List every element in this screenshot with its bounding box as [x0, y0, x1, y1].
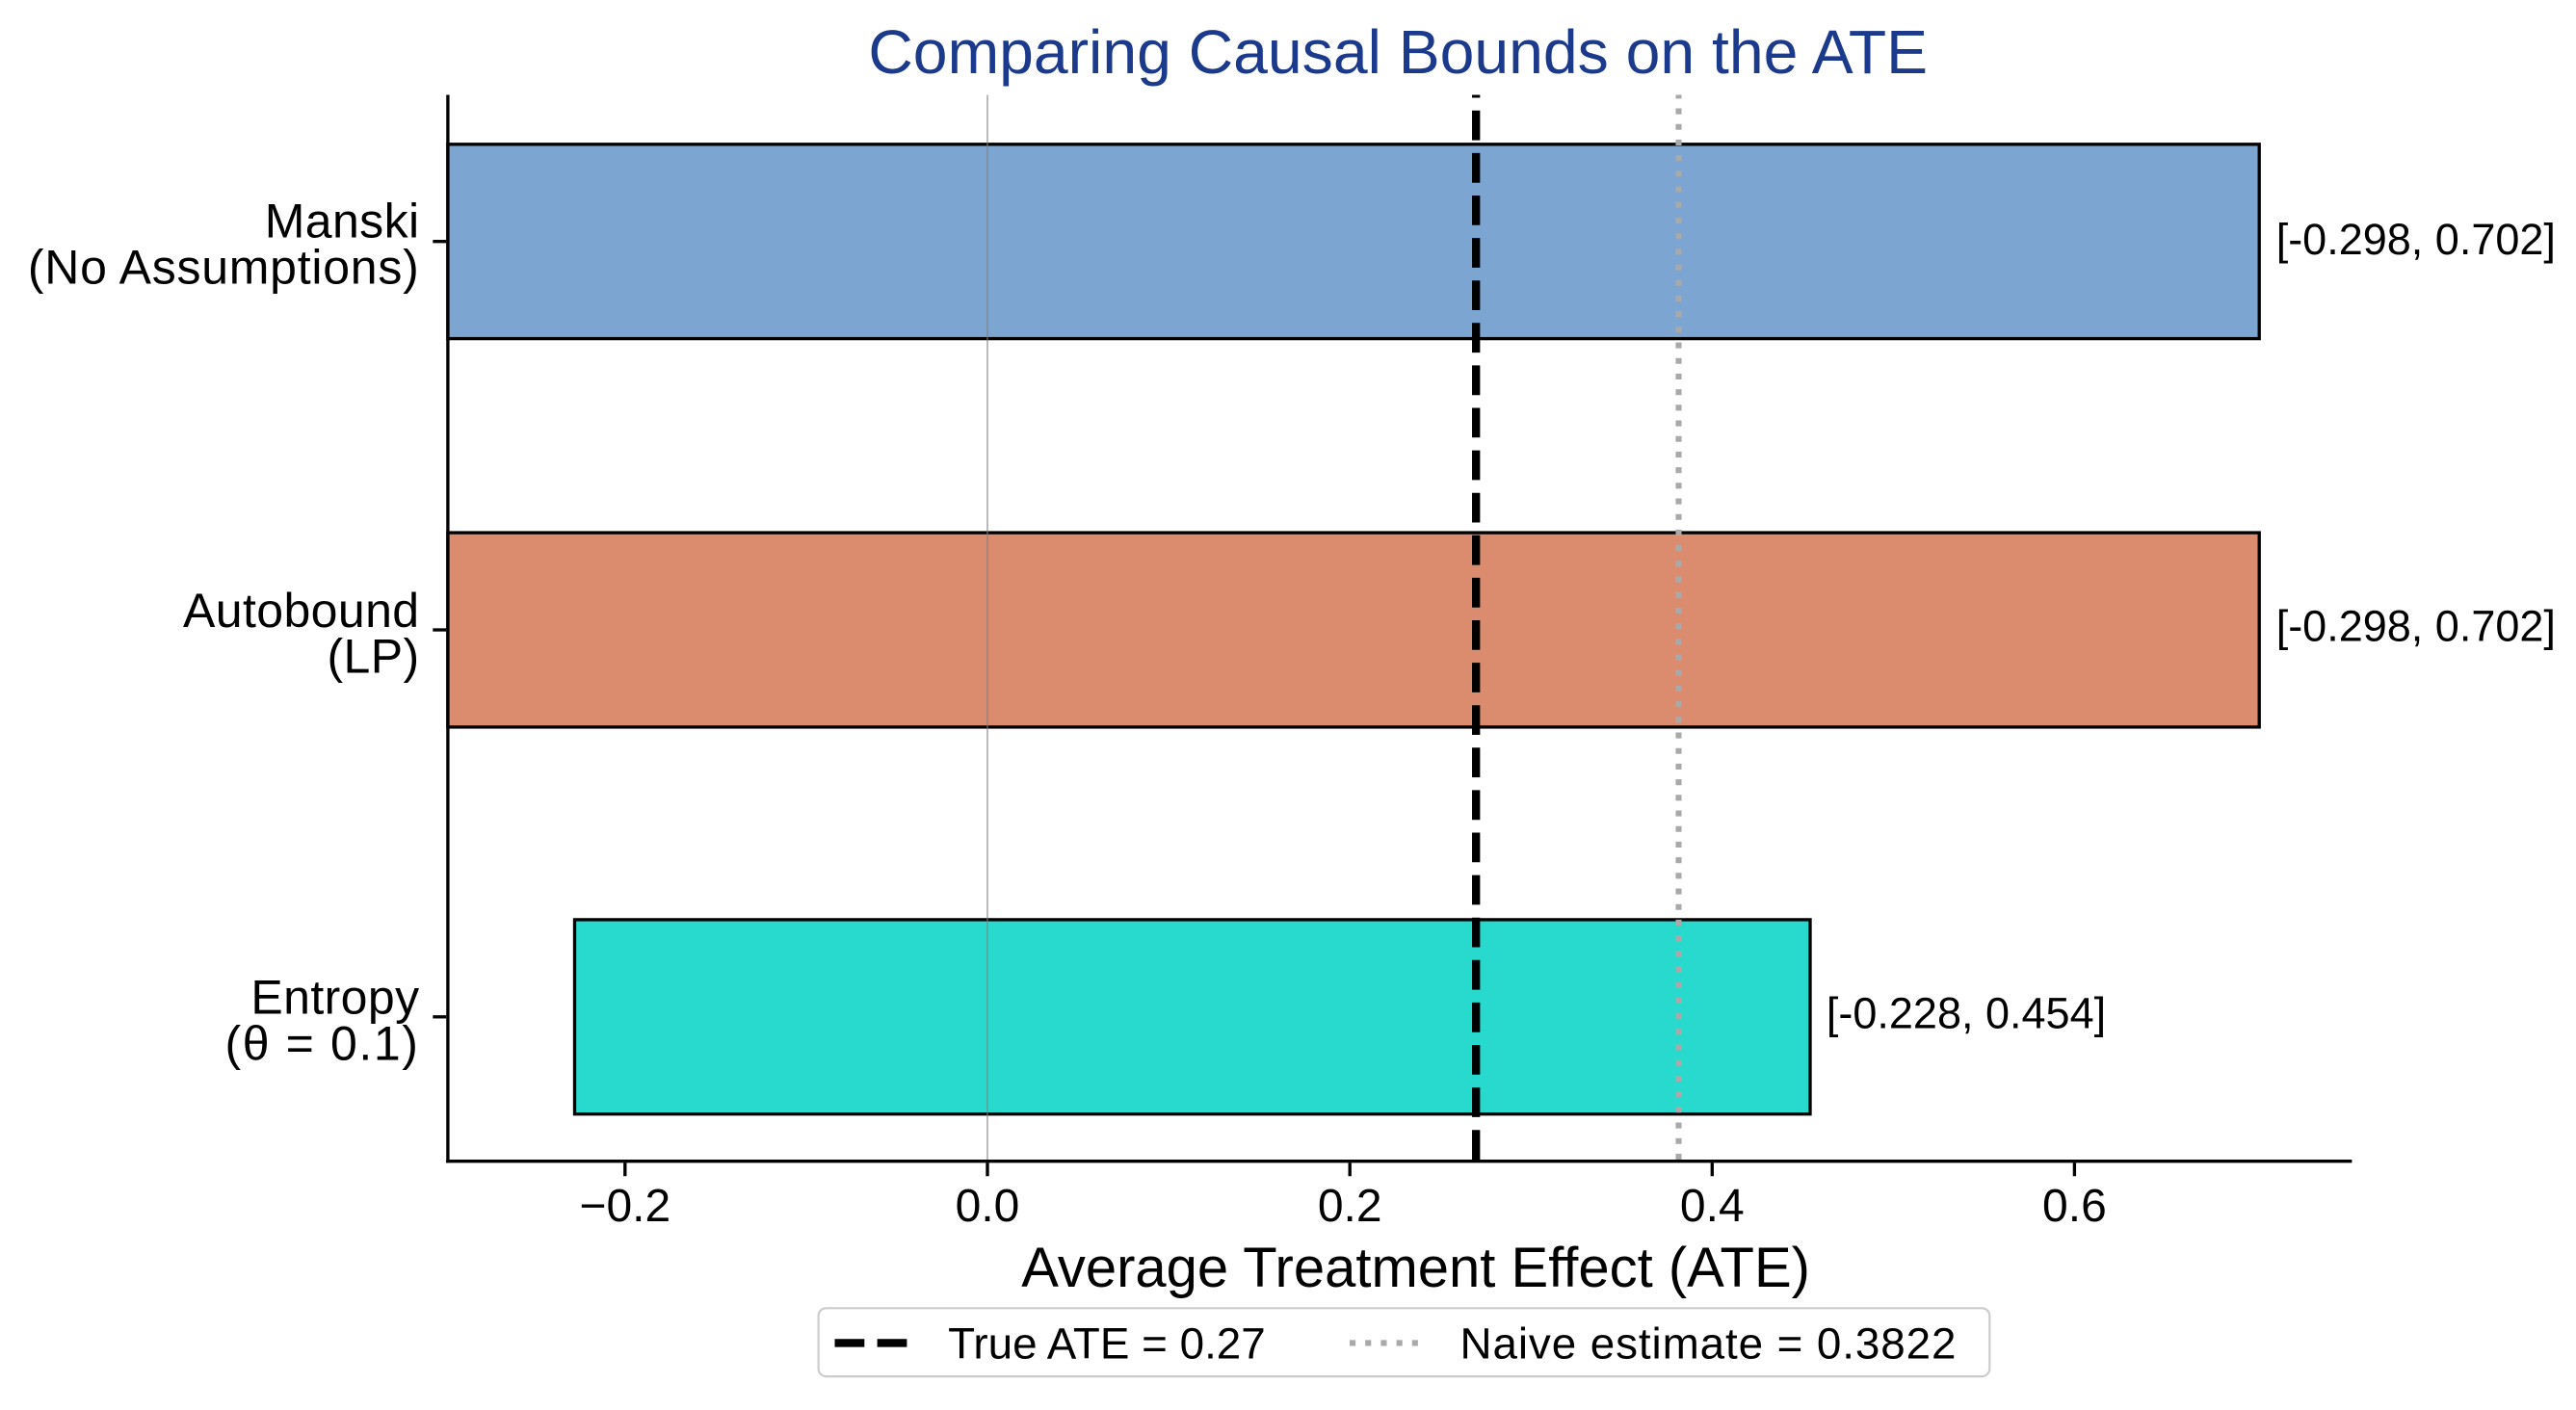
svg-text:0.4: 0.4 [1680, 1181, 1745, 1232]
svg-text:(No Assumptions): (No Assumptions) [28, 240, 420, 294]
svg-text:0.6: 0.6 [2042, 1181, 2107, 1232]
svg-text:0.0: 0.0 [956, 1181, 1020, 1232]
svg-text:Manski: Manski [265, 195, 420, 248]
svg-text:(LP): (LP) [327, 630, 419, 684]
svg-text:(θ = 0.1): (θ = 0.1) [225, 1016, 420, 1070]
svg-text:Entropy: Entropy [250, 971, 419, 1025]
svg-text:Average Treatment Effect (ATE): Average Treatment Effect (ATE) [1021, 1237, 1810, 1299]
svg-text:[-0.228, 0.454]: [-0.228, 0.454] [1827, 989, 2106, 1038]
svg-text:−0.2: −0.2 [579, 1181, 670, 1232]
svg-text:Naive estimate = 0.3822: Naive estimate = 0.3822 [1460, 1319, 1958, 1369]
svg-text:[-0.298, 0.702]: [-0.298, 0.702] [2276, 215, 2556, 264]
svg-text:Comparing Causal Bounds on the: Comparing Causal Bounds on the ATE [868, 17, 1928, 87]
svg-text:0.2: 0.2 [1318, 1181, 1382, 1232]
svg-text:True ATE = 0.27: True ATE = 0.27 [948, 1319, 1266, 1369]
svg-text:[-0.298, 0.702]: [-0.298, 0.702] [2276, 601, 2556, 650]
svg-text:Autobound: Autobound [183, 584, 420, 638]
